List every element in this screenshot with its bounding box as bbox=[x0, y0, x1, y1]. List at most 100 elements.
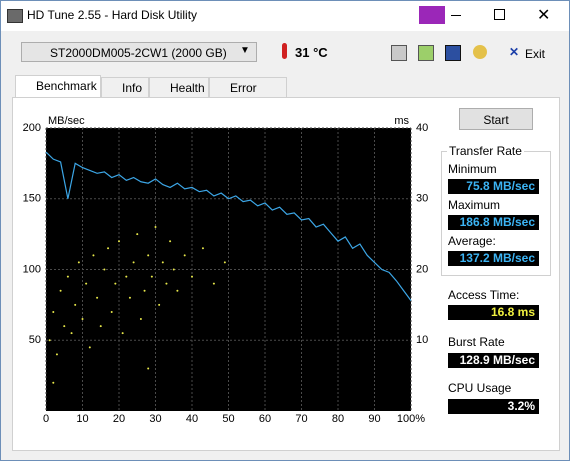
minimum-value: 75.8 MB/sec bbox=[448, 179, 539, 194]
x-tick-label: 90 bbox=[368, 413, 380, 425]
cpu-usage-value: 3.2% bbox=[448, 399, 539, 414]
access-time-point bbox=[96, 296, 99, 299]
options-icon[interactable] bbox=[473, 45, 487, 59]
exit-button[interactable]: Exit bbox=[525, 47, 546, 61]
access-time-point bbox=[212, 282, 215, 285]
y-tick-label: 100 bbox=[23, 263, 41, 275]
dropdown-arrow: ▼ bbox=[240, 45, 250, 56]
access-time-point bbox=[118, 240, 120, 243]
access-time-point bbox=[172, 268, 175, 271]
access-time-point bbox=[121, 332, 124, 335]
access-time-point bbox=[88, 346, 91, 349]
app-icon bbox=[7, 9, 23, 23]
access-time-point bbox=[191, 275, 193, 278]
maximum-label: Maximum bbox=[448, 198, 501, 212]
x-tick-label: 30 bbox=[149, 413, 161, 425]
burst-rate-label: Burst Rate bbox=[448, 335, 505, 349]
benchmark-chart: MB/sec ms 50 100 150 200 10 20 30 40 0 10 20 30 40 50… bbox=[23, 115, 429, 425]
access-time-point bbox=[103, 268, 106, 271]
minimize-button[interactable] bbox=[451, 15, 461, 16]
y-tick-label: 200 bbox=[23, 122, 41, 134]
window-title: HD Tune 2.55 - Hard Disk Utility bbox=[27, 8, 198, 22]
title-bar: HD Tune 2.55 - Hard Disk Utility ✕ bbox=[1, 1, 569, 31]
burst-rate-value: 128.9 MB/sec bbox=[448, 353, 539, 368]
x-tick-label: 60 bbox=[259, 413, 271, 425]
access-time-point bbox=[136, 233, 139, 236]
access-time-value: 16.8 ms bbox=[448, 305, 539, 320]
group-title: Transfer Rate bbox=[447, 144, 524, 158]
y2-tick-label: 10 bbox=[416, 334, 428, 346]
access-time-point bbox=[161, 261, 164, 264]
access-time-point bbox=[125, 275, 128, 278]
access-time-point bbox=[48, 339, 51, 342]
access-time-point bbox=[77, 261, 80, 264]
access-time-point bbox=[154, 226, 157, 229]
maximize-button[interactable] bbox=[494, 9, 505, 20]
tab[interactable]: Info bbox=[101, 77, 149, 97]
access-time-point bbox=[85, 282, 88, 285]
access-time-point bbox=[147, 254, 150, 257]
x-tick-label: 10 bbox=[76, 413, 88, 425]
access-time-point bbox=[150, 275, 153, 278]
maximum-value: 186.8 MB/sec bbox=[448, 215, 539, 230]
access-time-point bbox=[169, 240, 172, 243]
y2-tick-label: 20 bbox=[416, 263, 428, 275]
access-time-point bbox=[92, 254, 95, 257]
save-icon[interactable] bbox=[445, 45, 461, 61]
drive-name: ST2000DM005-2CW1 (2000 GB) bbox=[50, 46, 227, 60]
x-tick-label: 50 bbox=[222, 413, 234, 425]
access-time-point bbox=[55, 353, 58, 356]
copy-icon[interactable] bbox=[391, 45, 407, 61]
x-tick-label: 40 bbox=[186, 413, 198, 425]
access-time-point bbox=[201, 247, 204, 250]
drive-select[interactable]: ST2000DM005-2CW1 (2000 GB) ▼ bbox=[21, 42, 257, 62]
access-time-point bbox=[158, 303, 161, 306]
start-button[interactable]: Start bbox=[459, 108, 533, 130]
access-time-point bbox=[99, 325, 102, 328]
access-time-point bbox=[128, 296, 131, 299]
access-time-point bbox=[132, 261, 135, 264]
access-time-point bbox=[176, 289, 179, 292]
average-label: Average: bbox=[448, 234, 496, 248]
access-time-point bbox=[66, 275, 69, 278]
thermometer-icon bbox=[282, 43, 287, 59]
transfer-rate-line bbox=[45, 151, 412, 301]
x-tick-label: 20 bbox=[113, 413, 125, 425]
access-time-point bbox=[70, 332, 73, 335]
access-time-point bbox=[63, 325, 66, 328]
close-button[interactable]: ✕ bbox=[537, 7, 551, 24]
access-time-point bbox=[114, 282, 117, 285]
access-time-point bbox=[52, 381, 55, 384]
access-time-point bbox=[52, 310, 55, 313]
y2-tick-label: 30 bbox=[416, 193, 428, 205]
access-time-point bbox=[139, 318, 142, 321]
y2-tick-label: 40 bbox=[416, 122, 428, 134]
tab[interactable]: Benchmark bbox=[15, 75, 101, 98]
y2-axis-label: ms bbox=[394, 115, 409, 127]
access-time-point bbox=[110, 310, 113, 313]
access-time-point bbox=[143, 289, 146, 292]
x-tick-label: 80 bbox=[332, 413, 344, 425]
y-axis-label: MB/sec bbox=[48, 115, 85, 127]
access-time-label: Access Time: bbox=[448, 288, 520, 302]
access-time-point bbox=[223, 261, 226, 264]
access-time-point bbox=[74, 303, 77, 306]
temperature: 31 °C bbox=[295, 45, 328, 60]
access-time-point bbox=[183, 254, 186, 257]
y-tick-label: 50 bbox=[29, 334, 41, 346]
y-tick-label: 150 bbox=[23, 193, 41, 205]
average-value: 137.2 MB/sec bbox=[448, 251, 539, 266]
x-tick-label: 100% bbox=[397, 413, 425, 425]
cpu-usage-label: CPU Usage bbox=[448, 381, 512, 395]
access-time-point bbox=[147, 367, 150, 370]
tab[interactable]: Health bbox=[149, 77, 209, 97]
copy-all-icon[interactable] bbox=[418, 45, 434, 61]
access-time-point bbox=[165, 282, 168, 285]
access-time-point bbox=[81, 318, 84, 321]
x-tick-label: 0 bbox=[43, 413, 49, 425]
download-icon[interactable] bbox=[419, 6, 445, 24]
x-tick-label: 70 bbox=[295, 413, 307, 425]
exit-icon: ✕ bbox=[509, 45, 520, 59]
access-time-point bbox=[107, 247, 110, 250]
